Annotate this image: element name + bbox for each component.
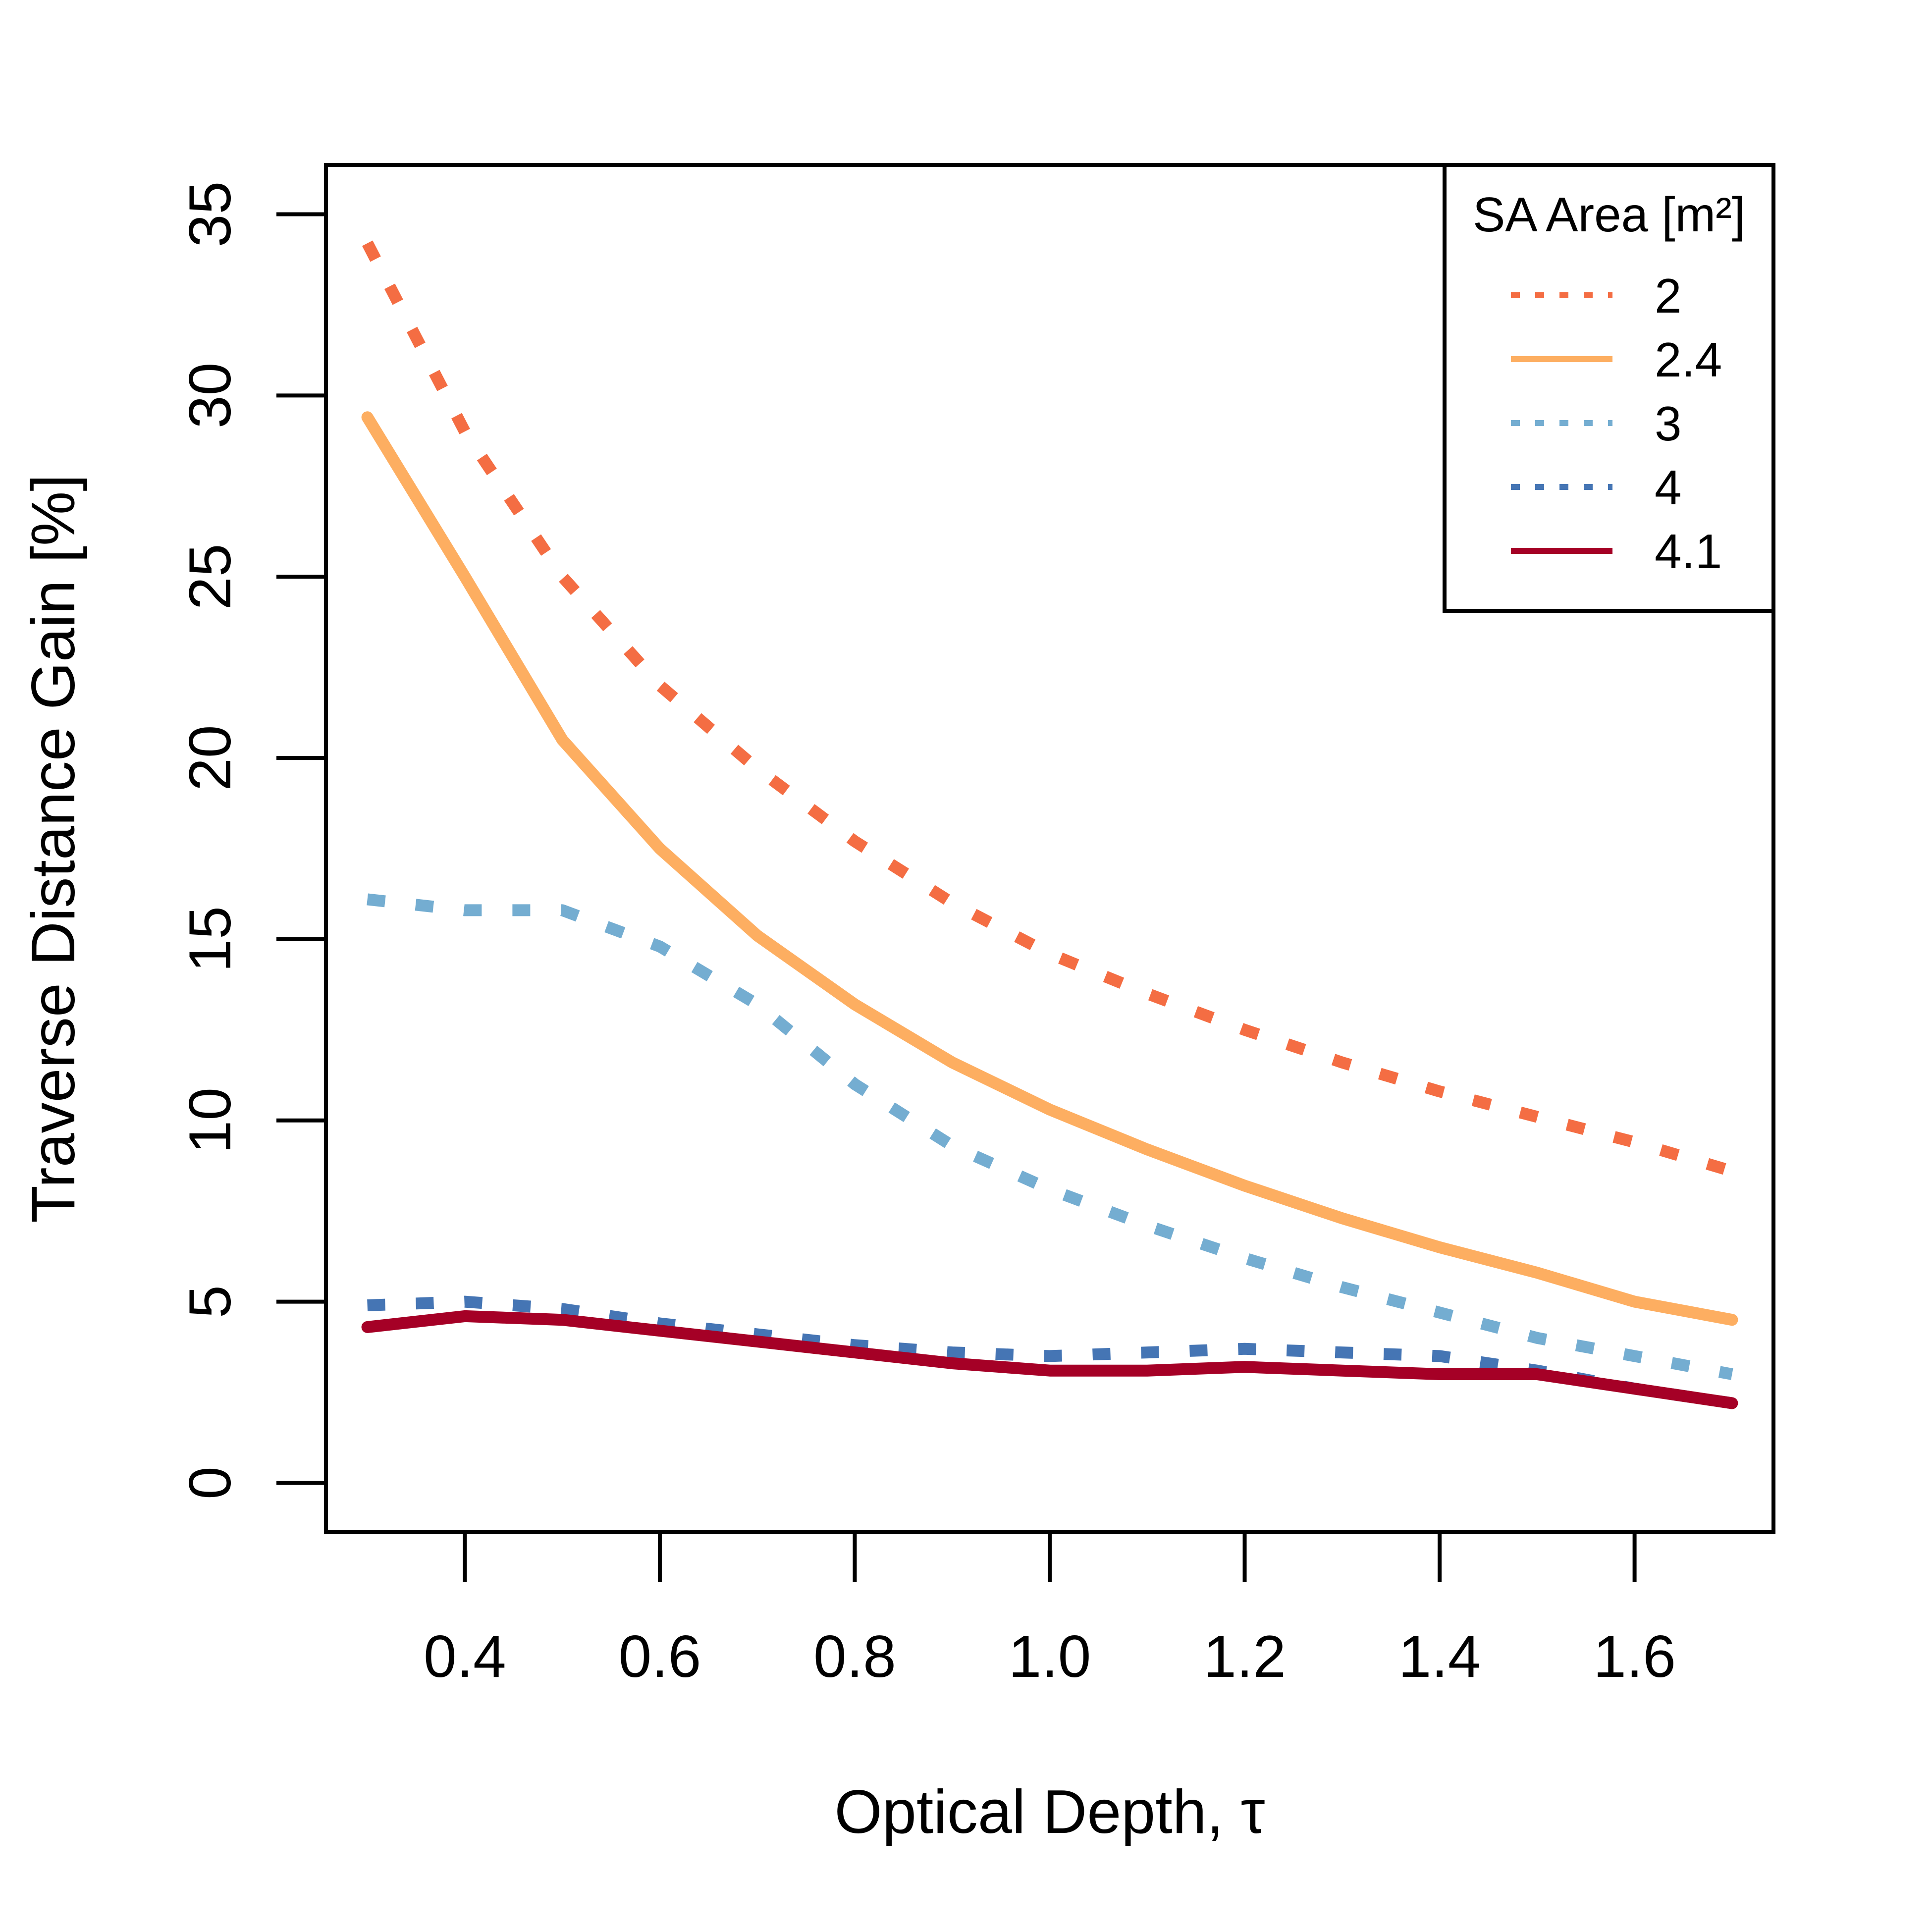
y-tick-label: 25 [177, 543, 243, 609]
y-tick-label: 15 [177, 906, 243, 972]
series-line-2 [361, 411, 1738, 1326]
y-tick-label: 5 [177, 1285, 243, 1318]
legend: SA Area [m²] 2 2.4 3 4 4.1 [1443, 163, 1775, 613]
x-tick-label: 1.6 [1593, 1623, 1676, 1690]
x-axis-title: Optical Depth, τ [834, 1778, 1265, 1846]
legend-label-4: 4 [1655, 460, 1682, 515]
y-tick-label: 0 [177, 1466, 243, 1500]
legend-label-3: 3 [1655, 396, 1682, 451]
y-tick-label: 10 [177, 1087, 243, 1153]
legend-label-5: 4.1 [1655, 524, 1722, 579]
x-tick-label: 0.8 [813, 1623, 896, 1690]
legend-box [1443, 163, 1775, 613]
x-tick-label: 1.2 [1203, 1623, 1286, 1690]
legend-title: SA Area [m²] [1473, 187, 1745, 242]
y-tick-label: 35 [177, 181, 243, 247]
series-line-5 [361, 1310, 1738, 1409]
x-tick-label: 1.0 [1009, 1623, 1091, 1690]
legend-label-1: 2 [1655, 268, 1682, 323]
series-line-4 [367, 1295, 1733, 1409]
legend-label-2: 2.4 [1655, 332, 1722, 387]
y-tick-label: 30 [177, 363, 243, 429]
legend-items: 2 2.4 3 4 4.1 [1511, 268, 1722, 579]
y-axis-title: Traverse Distance Gain [%] [19, 474, 88, 1223]
y-axis: 0 5 10 15 20 25 30 35 [177, 181, 326, 1500]
x-tick-label: 1.4 [1398, 1623, 1481, 1690]
y-tick-label: 20 [177, 725, 243, 791]
x-tick-label: 0.6 [619, 1623, 701, 1690]
x-axis: 0.4 0.6 0.8 1.0 1.2 1.4 1.6 [424, 1530, 1676, 1690]
series-layer [361, 240, 1738, 1409]
x-tick-label: 0.4 [424, 1623, 506, 1690]
